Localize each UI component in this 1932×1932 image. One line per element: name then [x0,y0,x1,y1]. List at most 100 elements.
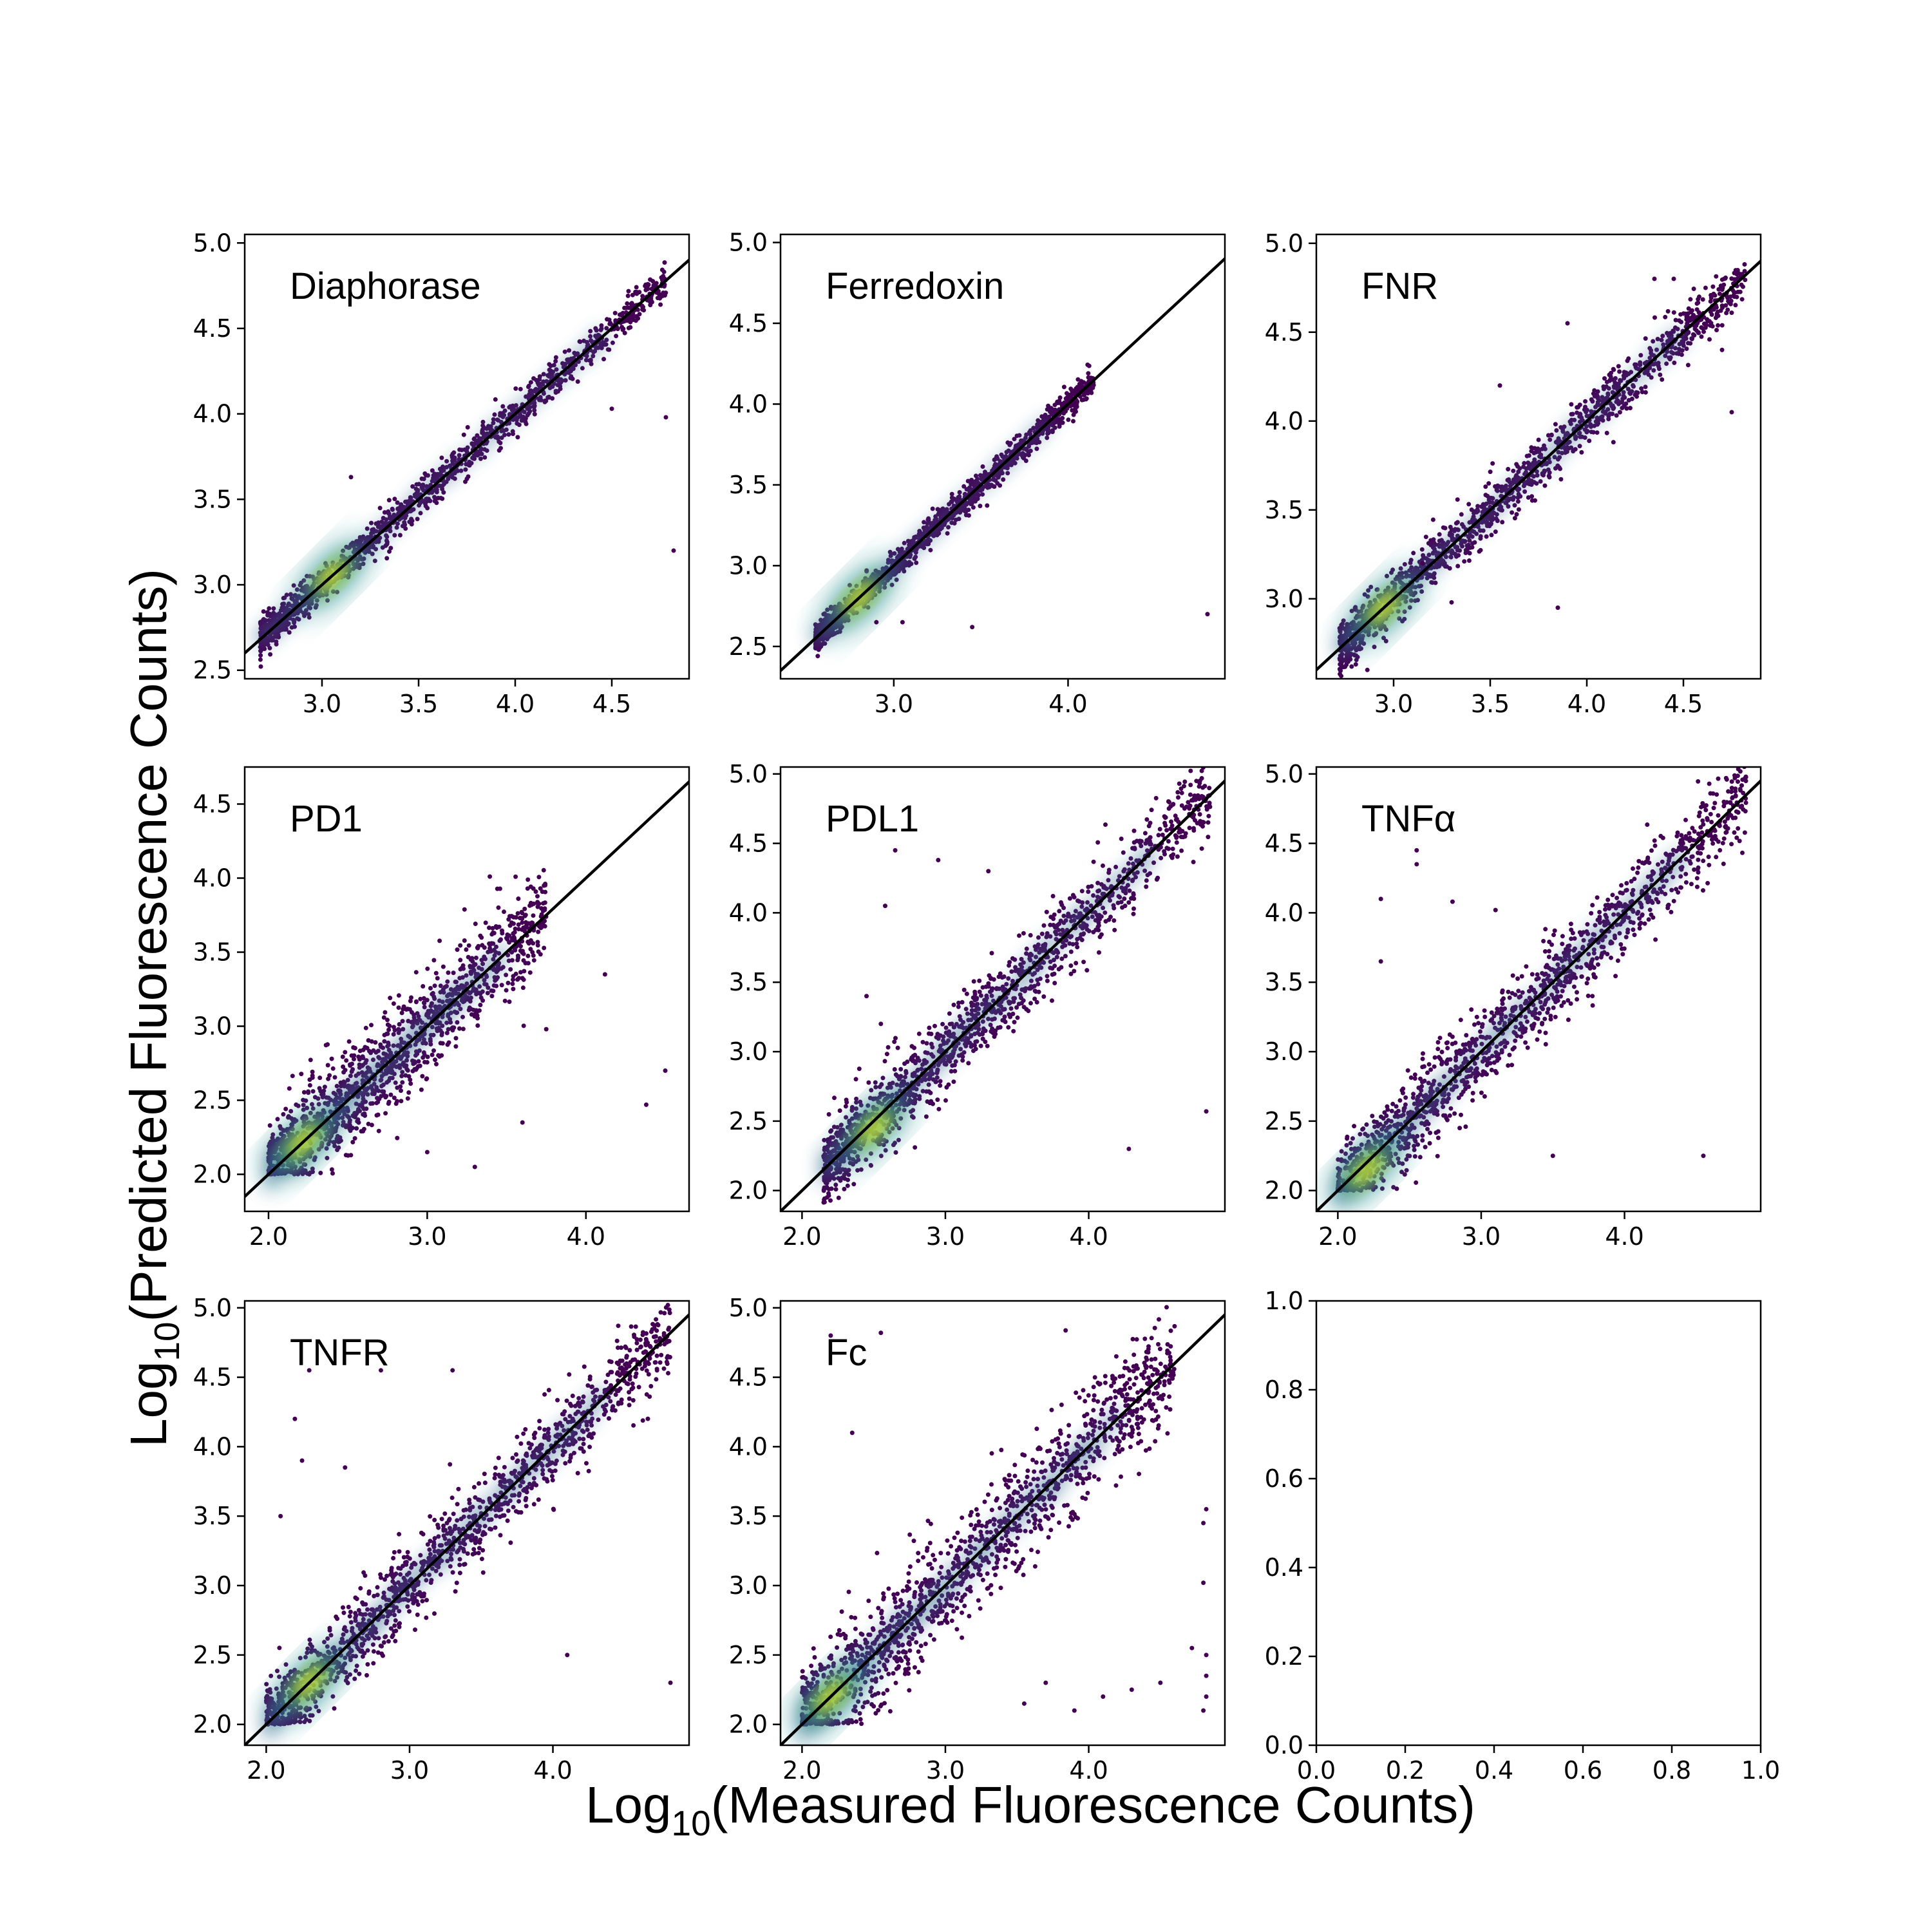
outlier-point [1701,1153,1706,1159]
panel-tnf-: 2.0 3.0 4.0 2.0 2.5 3.0 3.5 4.0 4.5 5.0 TNFα [1265,760,1762,1251]
y-tick-label: 3.0 [193,571,232,599]
x-tick-label: 3.0 [390,1756,429,1785]
y-tick-label: 3.0 [729,1037,768,1066]
y-tick-label: 3.0 [729,551,768,580]
y-axis-title: Log10(Predicted Fluorescence Counts) [120,569,187,1447]
x-tick-label: 2.0 [1318,1222,1357,1251]
identity-line [245,258,689,656]
outlier-point [1719,347,1725,352]
y-tick-label: 2.0 [193,1710,232,1739]
outlier-point [882,904,887,909]
outlier-point [609,406,614,412]
outlier-point [874,620,879,625]
x-tick-label: 3.5 [1471,690,1510,718]
identity-line [781,779,1225,1211]
panel-title: Fc [826,1332,867,1374]
outlier-point [1414,848,1419,853]
x-tick-label: 3.0 [303,690,341,718]
x-tick-label: 0.4 [1475,1756,1513,1785]
outlier-point [1497,383,1502,388]
y-tick-label: 2.0 [193,1160,232,1189]
x-tick-label: 4.5 [1664,690,1703,718]
x-tick-label: 4.0 [496,690,535,718]
y-tick-label: 5.0 [1265,229,1303,258]
plot-area [245,779,689,1199]
panel-pd1: 2.0 3.0 4.0 2.0 2.5 3.0 3.5 4.0 4.5 PD1 [193,766,690,1251]
x-tick-label: 2.0 [782,1756,821,1785]
y-tick-label: 0.0 [1265,1731,1303,1759]
outlier-point [378,1368,383,1373]
outlier-point [1201,1580,1206,1586]
outlier-point [663,415,668,420]
outlier-point [1189,1645,1195,1651]
outlier-point [299,1458,305,1463]
plot-area [1316,767,1761,1211]
axes-frame [243,233,690,680]
y-tick-label: 2.0 [1265,1177,1303,1205]
outlier-point [1493,907,1498,913]
y-tick-label: 2.5 [729,1641,768,1669]
outlier-point [986,869,991,874]
y-tick-label: 5.0 [193,1294,232,1322]
outlier-point [472,1164,477,1170]
panel-fc: 2.0 3.0 4.0 2.0 2.5 3.0 3.5 4.0 4.5 5.0 Fc [729,1294,1226,1785]
outlier-point [643,1102,649,1107]
outlier-point [278,1513,283,1519]
y-tick-label: 3.0 [729,1571,768,1600]
y-tick-label: 2.0 [729,1710,768,1739]
x-axis-title: Log10(Measured Fluorescence Counts) [585,1776,1475,1843]
outlier-point [1378,896,1383,902]
outlier-point [1101,1694,1106,1700]
outlier-point [893,848,898,853]
outlier-point [1652,276,1657,281]
y-tick-label: 4.5 [729,829,768,858]
axes-frame [243,1300,690,1747]
y-tick-label: 5.0 [193,229,232,257]
axes-frame [1315,233,1762,680]
panel-empty: 0.0 0.2 0.4 0.6 0.8 1.0 0.0 0.2 0.4 0.6 0.8 1.0 [1265,1287,1781,1785]
axes-frame [243,766,690,1213]
outlier-point [1126,1146,1132,1151]
x-tick-label: 3.5 [399,690,438,718]
outlier-point [1550,1153,1555,1159]
panel-title: TNFα [1361,798,1455,840]
x-tick-label: 0.6 [1564,1756,1602,1785]
x-tick-label: 0.2 [1386,1756,1425,1785]
identity-line [781,1312,1225,1745]
outlier-point [343,1465,348,1470]
y-tick-label: 5.0 [729,229,768,257]
outlier-point [1158,1680,1163,1685]
outlier-point [864,994,869,999]
y-tick-label: 3.5 [1265,496,1303,524]
outlier-point [1457,1126,1463,1131]
y-tick-label: 4.0 [193,400,232,428]
x-tick-label: 0.8 [1653,1756,1691,1785]
y-tick-label: 4.5 [729,1363,768,1392]
y-tick-label: 1.0 [1265,1287,1303,1315]
y-tick-label: 4.0 [1265,407,1303,435]
y-tick-label: 2.5 [1265,1107,1303,1135]
outlier-point [828,1333,833,1338]
y-tick-label: 2.0 [729,1177,768,1205]
outlier-point [1204,1673,1209,1678]
outlier-point [424,1150,430,1155]
y-tick-label: 4.5 [729,309,768,337]
y-tick-label: 3.0 [193,1571,232,1600]
panel-title: Diaphorase [290,265,481,307]
y-tick-label: 5.0 [1265,760,1303,788]
x-tick-label: 3.0 [926,1756,965,1785]
outlier-point [1420,561,1425,566]
y-tick-label: 2.5 [193,1086,232,1115]
panel-ferredoxin: 3.0 4.0 2.5 3.0 3.5 4.0 4.5 5.0 Ferredoxin [729,229,1226,718]
y-tick-label: 4.0 [193,864,232,893]
outlier-point [668,1680,673,1685]
outlier-point [1414,862,1419,867]
plot-area [781,256,1225,673]
plot-area [1316,259,1761,679]
outlier-point [544,1027,549,1032]
x-tick-label: 1.0 [1741,1756,1780,1785]
x-tick-label: 4.0 [1069,1222,1108,1251]
panel-pdl1: 2.0 3.0 4.0 2.0 2.5 3.0 3.5 4.0 4.5 5.0 PDL1 [729,760,1226,1251]
outlier-point [1555,605,1560,611]
y-tick-label: 4.5 [193,314,232,343]
